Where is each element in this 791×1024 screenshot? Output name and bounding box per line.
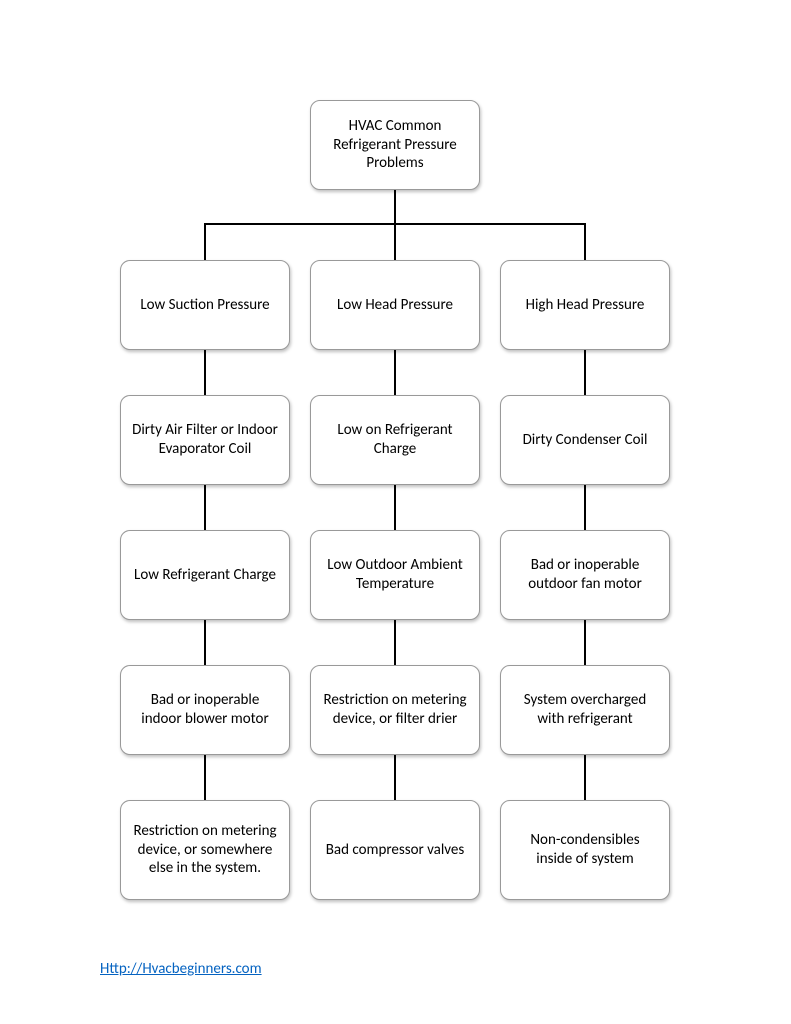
node-c1: Dirty Condenser Coil (500, 395, 670, 485)
node-high-head: High Head Pressure (500, 260, 670, 350)
node-low-suction: Low Suction Pressure (120, 260, 290, 350)
edge (394, 620, 396, 665)
node-a2: Low Refrigerant Charge (120, 530, 290, 620)
edge (204, 350, 206, 395)
edge (204, 755, 206, 800)
node-b3: Restriction on metering device, or filte… (310, 665, 480, 755)
node-root: HVAC Common Refrigerant Pressure Problem… (310, 100, 480, 190)
edge (584, 755, 586, 800)
footer-link[interactable]: Http://Hvacbeginners.com (100, 960, 262, 978)
node-c2: Bad or inoperable outdoor fan motor (500, 530, 670, 620)
edge (204, 223, 206, 260)
edge (204, 620, 206, 665)
node-low-head: Low Head Pressure (310, 260, 480, 350)
node-b2: Low Outdoor Ambient Temperature (310, 530, 480, 620)
node-c4: Non-condensibles inside of system (500, 800, 670, 900)
edge (584, 485, 586, 530)
node-b1: Low on Refrigerant Charge (310, 395, 480, 485)
edge (394, 190, 396, 225)
node-a3: Bad or inoperable indoor blower motor (120, 665, 290, 755)
node-a4: Restriction on metering device, or somew… (120, 800, 290, 900)
edge (394, 755, 396, 800)
edge (584, 350, 586, 395)
edge (584, 223, 586, 260)
node-a1: Dirty Air Filter or Indoor Evaporator Co… (120, 395, 290, 485)
node-b4: Bad compressor valves (310, 800, 480, 900)
node-c3: System overcharged with refrigerant (500, 665, 670, 755)
edge (394, 485, 396, 530)
edge (204, 485, 206, 530)
edge (394, 350, 396, 395)
edge (394, 223, 396, 260)
edge (584, 620, 586, 665)
